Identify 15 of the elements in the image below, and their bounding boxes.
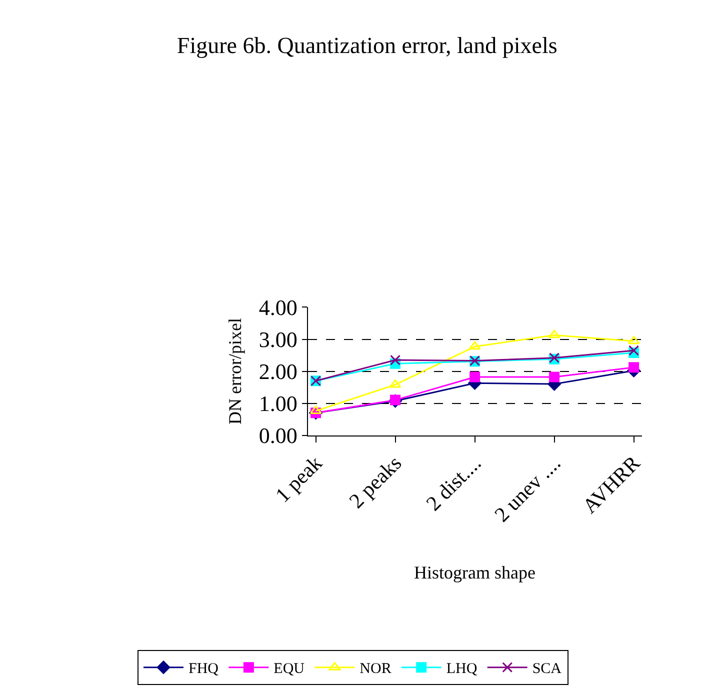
x-tick-label: 2 dist.... xyxy=(421,450,486,516)
x-tick-label: 2 unev .... xyxy=(490,450,566,526)
legend-label: FHQ xyxy=(188,661,219,678)
y-tick-label: 0.00 xyxy=(258,422,298,448)
legend-label: NOR xyxy=(360,661,392,678)
legend-label: SCA xyxy=(532,661,562,678)
y-tick-label: 1.00 xyxy=(258,390,298,416)
legend-label: LHQ xyxy=(446,661,478,678)
y-tick-label: 4.00 xyxy=(258,294,298,320)
x-axis-title: Histogram shape xyxy=(414,562,536,583)
y-tick-label: 3.00 xyxy=(258,326,298,352)
chart-title: Figure 6b. Quantization error, land pixels xyxy=(176,33,558,58)
y-axis-title: DN error/pixel xyxy=(225,318,246,424)
y-tick-label: 2.00 xyxy=(258,358,298,384)
legend-label: EQU xyxy=(274,661,305,678)
